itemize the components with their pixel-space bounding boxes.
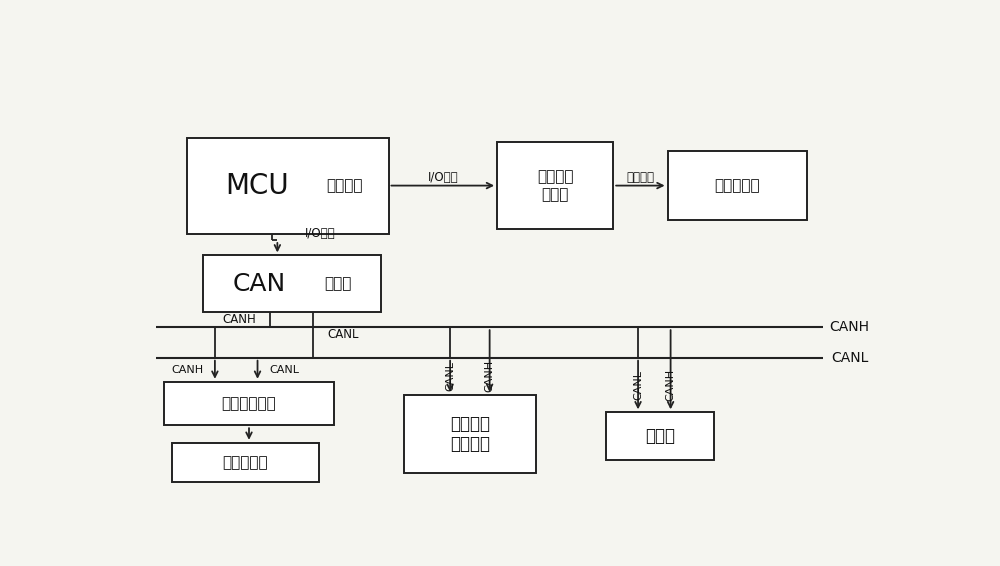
Text: CANL: CANL [633, 370, 643, 400]
Text: CANH: CANH [223, 313, 256, 326]
Bar [668, 151, 807, 220]
Text: MCU: MCU [226, 171, 289, 200]
Text: CANL: CANL [445, 361, 455, 391]
Text: 传感器: 传感器 [645, 427, 675, 445]
Text: 控制器: 控制器 [324, 276, 352, 291]
Text: CANH: CANH [485, 360, 495, 392]
Bar [164, 381, 334, 425]
Text: 网络连接: 网络连接 [626, 171, 654, 185]
Text: 运行状态
监测电路: 运行状态 监测电路 [450, 415, 490, 453]
Text: CANH: CANH [830, 320, 870, 335]
Text: I/O接口: I/O接口 [304, 227, 335, 240]
Bar [202, 255, 381, 312]
Bar [606, 412, 714, 460]
Bar [187, 138, 388, 234]
Text: CANH: CANH [666, 369, 676, 401]
Text: CANL: CANL [327, 328, 358, 341]
Text: I/O接口: I/O接口 [427, 171, 458, 185]
Text: CANL: CANL [269, 365, 299, 375]
Bar [497, 142, 613, 229]
Text: CANL: CANL [831, 351, 868, 365]
Text: 控制单元: 控制单元 [326, 178, 362, 193]
Bar [404, 395, 536, 473]
Bar [172, 443, 319, 482]
Text: 远程客户端: 远程客户端 [714, 178, 760, 193]
Text: 上位机监测: 上位机监测 [222, 455, 268, 470]
Text: CAN: CAN [233, 272, 286, 295]
Text: CANH: CANH [171, 365, 203, 375]
Text: 以太网控
制模块: 以太网控 制模块 [537, 169, 573, 202]
Text: 电平转换电路: 电平转换电路 [222, 396, 276, 411]
